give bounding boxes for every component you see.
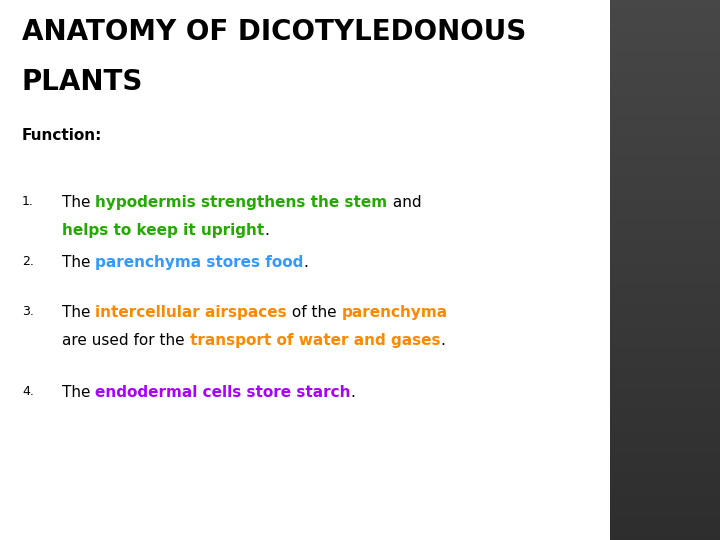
Text: ANATOMY OF DICOTYLEDONOUS: ANATOMY OF DICOTYLEDONOUS: [22, 18, 526, 46]
Text: hypodermis strengthens the stem: hypodermis strengthens the stem: [95, 195, 387, 210]
Text: The: The: [62, 195, 95, 210]
Text: helps to keep it upright: helps to keep it upright: [62, 223, 264, 238]
Text: 2.: 2.: [22, 255, 34, 268]
Text: endodermal cells store starch: endodermal cells store starch: [95, 385, 351, 400]
Text: 3.: 3.: [22, 305, 34, 318]
Text: intercellular airspaces: intercellular airspaces: [95, 305, 287, 320]
Text: 4.: 4.: [22, 385, 34, 398]
Text: The: The: [62, 305, 95, 320]
Text: transport of water and gases: transport of water and gases: [189, 333, 440, 348]
Text: PLANTS: PLANTS: [22, 68, 143, 96]
Text: .: .: [440, 333, 445, 348]
Text: parenchyma stores food: parenchyma stores food: [95, 255, 304, 270]
Text: .: .: [304, 255, 309, 270]
Text: The: The: [62, 255, 95, 270]
Text: 1.: 1.: [22, 195, 34, 208]
Text: .: .: [351, 385, 356, 400]
Text: are used for the: are used for the: [62, 333, 189, 348]
Text: Function:: Function:: [22, 128, 102, 143]
Text: .: .: [264, 223, 269, 238]
Text: parenchyma: parenchyma: [341, 305, 448, 320]
Text: of the: of the: [287, 305, 341, 320]
Text: The: The: [62, 385, 95, 400]
Text: and: and: [387, 195, 421, 210]
